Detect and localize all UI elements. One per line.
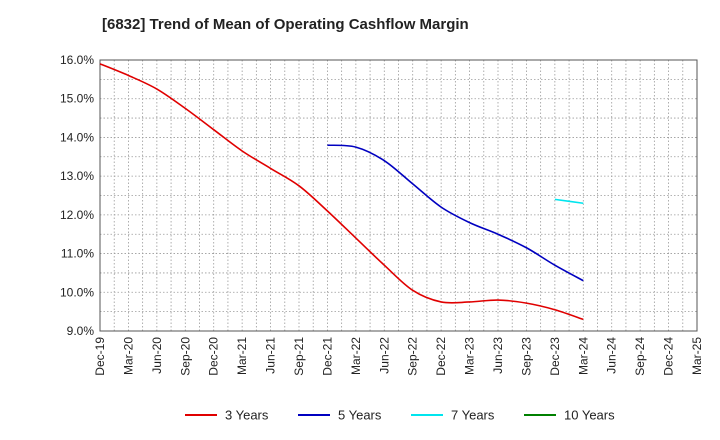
legend-label-3-years: 3 Years [225, 408, 269, 423]
x-tick-label: Mar-22 [349, 337, 363, 375]
x-tick-label: Mar-21 [235, 337, 249, 375]
chart-title: [6832] Trend of Mean of Operating Cashfl… [102, 16, 469, 33]
x-tick-label: Jun-23 [491, 337, 505, 374]
x-tick-label: Mar-25 [690, 337, 704, 375]
x-tick-label: Dec-21 [320, 337, 334, 376]
legend-label-5-years: 5 Years [338, 408, 382, 423]
x-tick-label: Dec-19 [93, 337, 107, 376]
y-tick-label: 13.0% [60, 169, 94, 183]
x-tick-label: Dec-20 [207, 337, 221, 376]
series-line-3-years [99, 63, 584, 321]
plot-border [99, 59, 698, 332]
x-tick-label: Jun-20 [150, 337, 164, 374]
y-tick-label: 9.0% [67, 324, 95, 338]
y-tick-label: 15.0% [60, 92, 94, 106]
x-tick-label: Sep-20 [178, 337, 192, 376]
x-tick-label: Sep-24 [633, 337, 647, 376]
series-line-5-years [327, 144, 584, 282]
x-tick-label: Jun-22 [377, 337, 391, 374]
y-tick-label: 10.0% [60, 285, 94, 299]
x-tick-label: Mar-23 [463, 337, 477, 375]
y-tick-label: 11.0% [61, 247, 94, 261]
x-tick-label: Mar-24 [576, 337, 590, 375]
legend-label-10-years: 10 Years [564, 408, 615, 423]
x-tick-label: Jun-24 [605, 337, 619, 374]
x-tick-label: Jun-21 [264, 337, 278, 374]
y-tick-label: 14.0% [60, 130, 94, 144]
x-tick-label: Dec-23 [548, 337, 562, 376]
legend-label-7-years: 7 Years [451, 408, 495, 423]
x-tick-label: Dec-22 [434, 337, 448, 376]
x-tick-label: Sep-22 [406, 337, 420, 376]
x-tick-label: Mar-20 [121, 337, 135, 375]
y-tick-label: 12.0% [60, 208, 94, 222]
x-tick-label: Sep-21 [292, 337, 306, 376]
series-line-7-years [554, 198, 584, 205]
x-tick-label: Dec-24 [662, 337, 676, 376]
y-tick-label: 16.0% [60, 53, 94, 67]
x-tick-label: Sep-23 [519, 337, 533, 376]
